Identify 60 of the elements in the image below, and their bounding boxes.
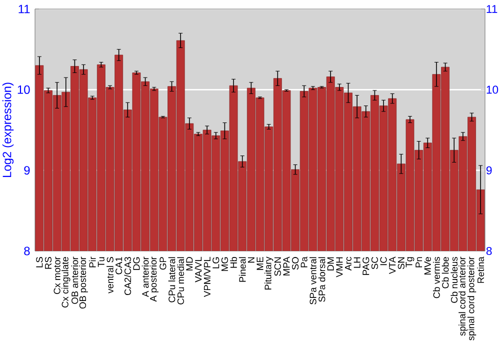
y-axis-title: Log2 (expression): [2, 82, 14, 178]
x-tick-label: SN: [398, 257, 404, 270]
x-tick-label: CA2/CA3: [124, 257, 132, 296]
x-tick-label: SO: [292, 257, 299, 270]
x-tick-label: SCN: [274, 257, 281, 276]
x-tick-label: MG: [221, 257, 228, 271]
x-tick-label: CA1: [116, 257, 122, 274]
x-tick-label: OB posterior: [79, 256, 88, 309]
x-tick-label: Cx cingulate: [62, 257, 70, 308]
x-tick-label: Tu: [98, 257, 104, 267]
x-tick-label: SC: [371, 256, 378, 270]
x-tick-label: Hb: [230, 257, 237, 268]
x-tick-label: VTA: [389, 256, 396, 274]
x-tick-label: VMH: [336, 257, 343, 278]
x-tick-label: spinal cord anterior: [458, 256, 468, 336]
x-tick-label: SPa ventral: [310, 257, 316, 304]
y-tick-label: 9: [24, 166, 30, 175]
x-tick-label: LG: [212, 257, 220, 268]
x-tick-label: MD: [186, 257, 193, 270]
x-tick-label: LS: [36, 257, 43, 268]
x-tick-label: ventral S: [106, 257, 114, 294]
y2-tick-label: 11: [486, 5, 498, 13]
x-tick-label: Cb nucleus: [450, 256, 458, 303]
y2-tick-label: 8: [486, 246, 492, 256]
x-tick-label: PAG: [362, 257, 370, 275]
x-tick-label: Pa: [300, 256, 308, 268]
x-tick-label: MPA: [283, 256, 290, 276]
x-tick-label: GP: [160, 257, 166, 270]
x-tick-label: Cb lobe: [442, 257, 449, 288]
x-tick-label: SPa dorsal: [318, 257, 326, 302]
y2-tick-label: 10: [486, 86, 498, 94]
x-tick-label: Pn: [416, 257, 422, 268]
x-tick-label: Pineal: [238, 257, 246, 282]
x-tick-label: N: [248, 257, 254, 263]
x-tick-label: Retina: [477, 256, 484, 283]
x-tick-label: spinal cord posterior: [467, 256, 476, 340]
x-tick-label: ME: [256, 257, 264, 270]
x-tick-label: MVe: [424, 257, 431, 274]
y-tick-label: 8: [24, 246, 30, 256]
y-tick-label: 11: [18, 4, 30, 14]
x-tick-label: RS: [44, 257, 52, 269]
x-tick-label: Tg: [406, 257, 414, 268]
x-tick-label: VPM/VPL: [204, 256, 210, 298]
x-tick-label: Cb vermis: [433, 256, 440, 298]
x-tick-label: A anterior: [142, 256, 149, 298]
x-tick-label: DM: [327, 257, 334, 270]
x-tick-label: VA/VL: [194, 256, 202, 282]
x-tick-label: LH: [354, 257, 360, 268]
y-tick-label: 10: [18, 85, 30, 94]
x-tick-label: CPu medial: [177, 257, 184, 304]
x-tick-label: A posterior: [150, 256, 158, 302]
x-tick-label: OB anterior: [71, 256, 78, 304]
x-tick-label: Cx motor: [54, 256, 60, 294]
x-tick-label: Arc: [344, 256, 352, 271]
x-tick-label: CPu lateral: [168, 257, 176, 302]
x-tick-label: IC: [380, 256, 387, 266]
y2-tick-label: 9: [486, 166, 492, 174]
x-tick-label: Pir: [88, 256, 96, 268]
x-tick-label: DG: [133, 257, 140, 270]
x-tick-label: Pituitary: [264, 256, 274, 290]
